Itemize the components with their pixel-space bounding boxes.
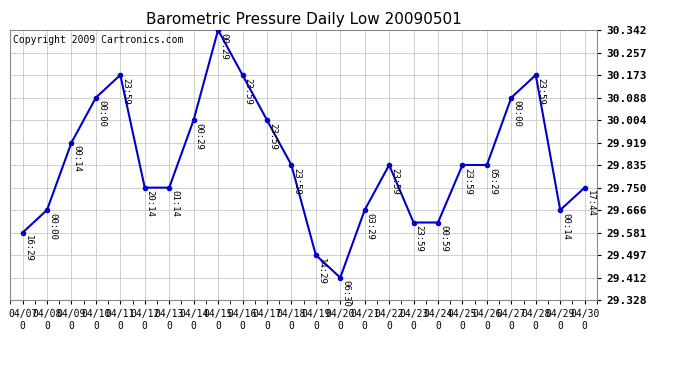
Text: 23:59: 23:59 bbox=[415, 225, 424, 252]
Text: 23:59: 23:59 bbox=[121, 78, 130, 105]
Text: 03:29: 03:29 bbox=[366, 213, 375, 240]
Text: 00:00: 00:00 bbox=[97, 100, 106, 127]
Text: 05:29: 05:29 bbox=[488, 168, 497, 195]
Text: 01:14: 01:14 bbox=[170, 190, 179, 217]
Text: 00:59: 00:59 bbox=[439, 225, 448, 252]
Text: 20:14: 20:14 bbox=[146, 190, 155, 217]
Text: 00:00: 00:00 bbox=[48, 213, 57, 240]
Text: 14:29: 14:29 bbox=[317, 258, 326, 285]
Title: Barometric Pressure Daily Low 20090501: Barometric Pressure Daily Low 20090501 bbox=[146, 12, 462, 27]
Text: 23:59: 23:59 bbox=[293, 168, 302, 195]
Text: 00:29: 00:29 bbox=[195, 123, 204, 150]
Text: 00:14: 00:14 bbox=[561, 213, 570, 240]
Text: 23:59: 23:59 bbox=[268, 123, 277, 150]
Text: 00:14: 00:14 bbox=[72, 146, 81, 172]
Text: Copyright 2009 Cartronics.com: Copyright 2009 Cartronics.com bbox=[13, 35, 184, 45]
Text: 23:59: 23:59 bbox=[537, 78, 546, 105]
Text: 06:30: 06:30 bbox=[342, 280, 351, 307]
Text: 23:59: 23:59 bbox=[390, 168, 400, 195]
Text: 17:44: 17:44 bbox=[586, 190, 595, 217]
Text: 23:59: 23:59 bbox=[464, 168, 473, 195]
Text: 00:29: 00:29 bbox=[219, 33, 228, 60]
Text: 16:29: 16:29 bbox=[23, 236, 32, 262]
Text: 00:00: 00:00 bbox=[513, 100, 522, 127]
Text: 23:59: 23:59 bbox=[244, 78, 253, 105]
